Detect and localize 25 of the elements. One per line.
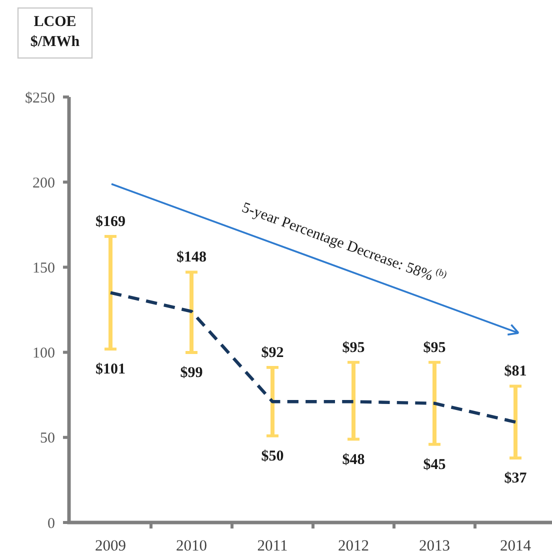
annotation: $95 (342, 340, 365, 356)
y-tick-label: 50 (40, 430, 55, 447)
annotation: $99 (180, 365, 203, 381)
annotation: $45 (423, 456, 446, 473)
y-tick-label: 150 (32, 260, 55, 276)
x-tick-label: 2012 (338, 537, 369, 553)
annotation: $48 (342, 452, 365, 468)
y-axis-title: LCOE $/MWh (30, 14, 80, 50)
y-tick-label: 0 (48, 516, 55, 532)
annotation: $92 (261, 344, 284, 361)
annotation: $148 (176, 250, 206, 266)
annotation: $81 (504, 364, 527, 380)
y-tick-label: 200 (32, 175, 55, 192)
x-tick-label: 2013 (419, 537, 450, 553)
x-tick-label: 2009 (95, 537, 126, 553)
annotation: $95 (423, 340, 446, 356)
y-tick-label: $250 (25, 90, 55, 106)
x-tick-label: 2014 (500, 537, 532, 553)
x-tick-label: 2011 (257, 537, 288, 553)
annotation: $169 (96, 214, 126, 230)
y-tick-label: 100 (32, 346, 55, 362)
annotation: $101 (96, 362, 126, 378)
annotation: $50 (261, 448, 284, 464)
annotation: $37 (504, 470, 528, 487)
x-tick-label: 2010 (176, 537, 208, 553)
